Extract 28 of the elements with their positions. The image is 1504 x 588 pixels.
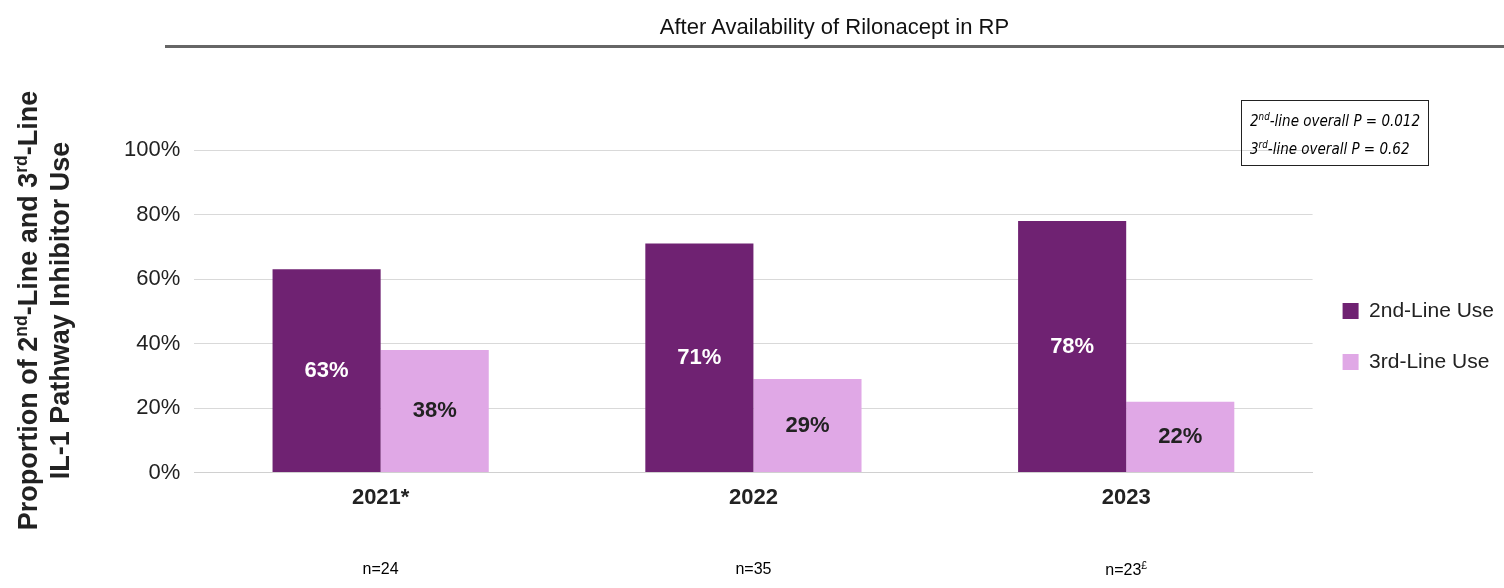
bar bbox=[380, 350, 489, 473]
text: n=24 bbox=[362, 560, 399, 578]
bar bbox=[645, 243, 754, 473]
x-tick-label: 2021* bbox=[351, 483, 410, 509]
legend-label: 3rd-Line Use bbox=[1369, 348, 1490, 372]
text: n=35 bbox=[735, 560, 772, 578]
legend-label: 2nd-Line Use bbox=[1369, 297, 1495, 321]
text: n=23$^{£}$ bbox=[1105, 560, 1148, 580]
data-label: 63% bbox=[304, 356, 349, 382]
y-tick-label: 60% bbox=[136, 265, 181, 291]
y-tick-label: 100% bbox=[123, 136, 181, 162]
data-label: 29% bbox=[785, 411, 830, 437]
y-tick-label: 40% bbox=[136, 329, 181, 355]
bar bbox=[272, 269, 381, 473]
x-tick-label: 2023 bbox=[1101, 483, 1151, 509]
data-label: 22% bbox=[1158, 422, 1203, 448]
data-label: 78% bbox=[1050, 332, 1095, 358]
x-tick-label: 2022 bbox=[728, 483, 778, 509]
annotation: 2$^{nd}$-line overall P = 0.012 3$^{rd}$-line overall P = 0.62 bbox=[1241, 100, 1430, 166]
data-label: 38% bbox=[412, 397, 457, 423]
y-tick-label: 80% bbox=[136, 200, 181, 226]
bar bbox=[753, 379, 862, 473]
chart-title: After Availability of Rilonacept in RP bbox=[658, 14, 1011, 40]
y-tick-label: 20% bbox=[136, 394, 181, 420]
y-tick-label: 0% bbox=[148, 458, 181, 484]
data-label: 71% bbox=[677, 343, 722, 369]
bar bbox=[1018, 220, 1127, 473]
bar bbox=[1126, 401, 1235, 473]
